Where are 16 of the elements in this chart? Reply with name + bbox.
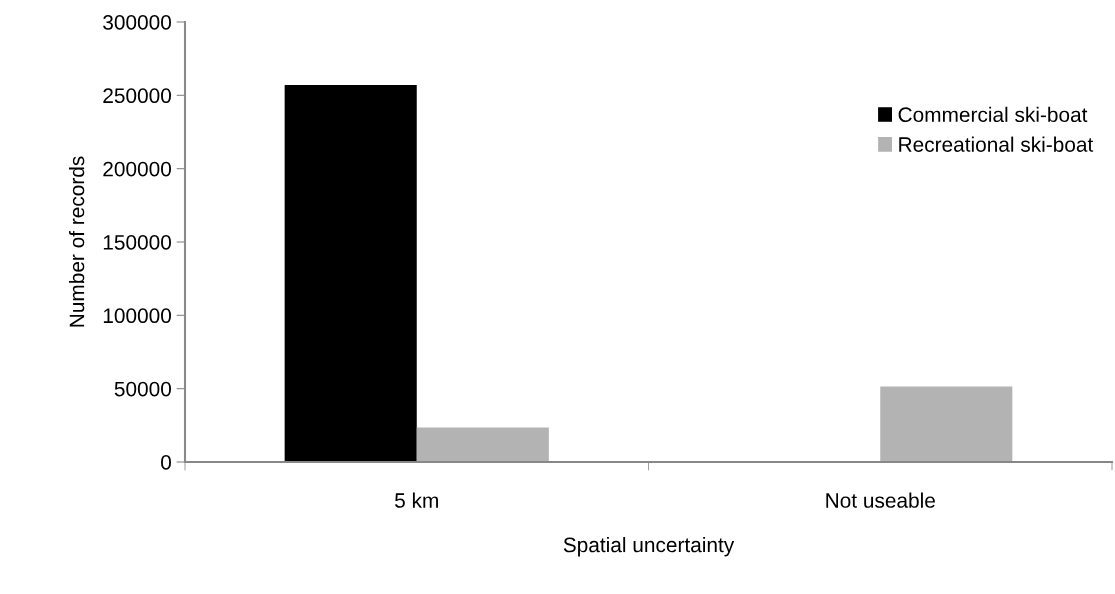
- y-tick-label: 200000: [103, 161, 171, 177]
- legend-label: Commercial ski-boat: [898, 106, 1088, 123]
- y-tick-label: 300000: [103, 15, 171, 30]
- y-axis-title: Number of records: [68, 156, 85, 327]
- x-tick-label: 5 km: [395, 492, 438, 508]
- y-tick-label: 0: [161, 455, 171, 470]
- y-tick-label: 250000: [103, 88, 171, 104]
- x-axis-title: Spatial uncertainty: [563, 536, 735, 557]
- y-tick-label: 100000: [103, 308, 171, 324]
- bar: [284, 85, 417, 462]
- bar: [416, 427, 549, 462]
- bar: [880, 386, 1013, 462]
- x-tick-label: Not useable: [826, 492, 935, 508]
- y-tick-label: 50000: [114, 381, 171, 397]
- legend-label: Recreational ski-boat: [899, 136, 1094, 152]
- y-tick-label: 150000: [103, 235, 171, 250]
